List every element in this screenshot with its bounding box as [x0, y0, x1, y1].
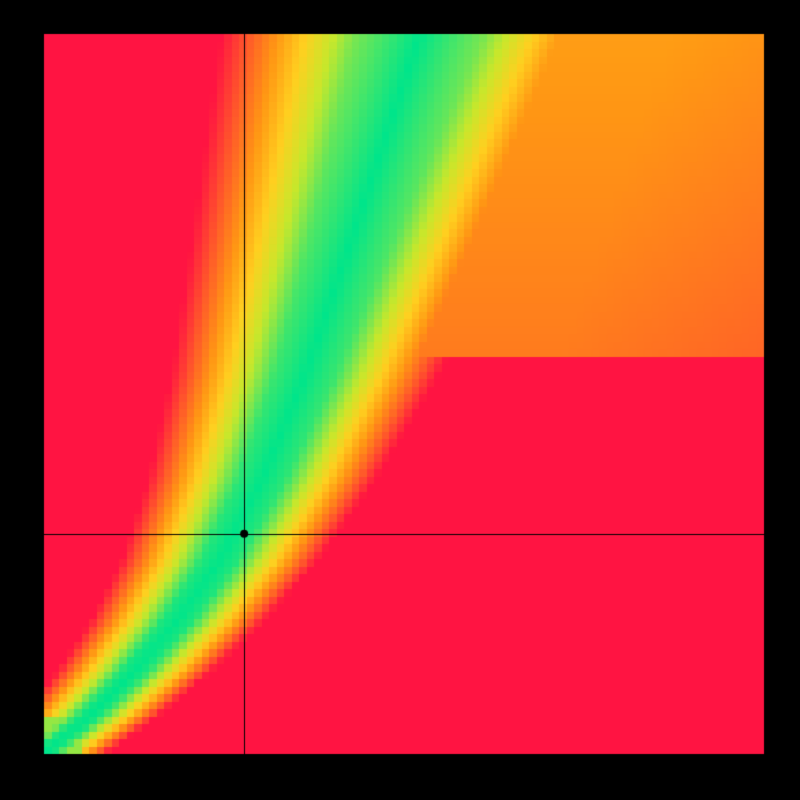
bottleneck-heatmap-canvas [0, 0, 800, 800]
